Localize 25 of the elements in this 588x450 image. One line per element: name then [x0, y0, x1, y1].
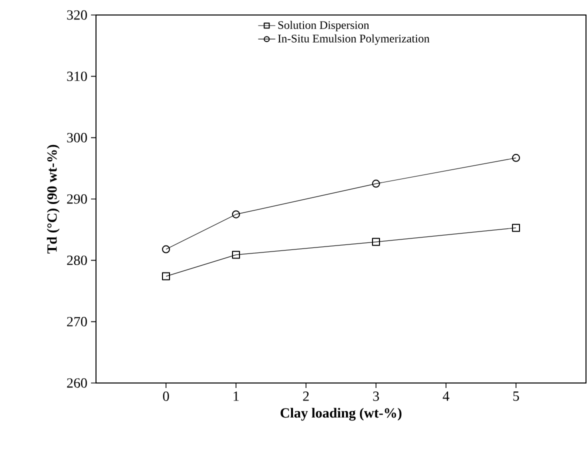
y-tick-label: 310: [67, 72, 87, 82]
x-tick-label: 4: [442, 392, 450, 401]
y-tick-label: 280: [67, 256, 87, 266]
y-axis-title: Td (°C) (90 wt-%): [46, 144, 60, 254]
x-tick-label: 0: [163, 392, 169, 401]
x-tick-label: 5: [513, 392, 519, 401]
point: [232, 250, 240, 259]
point: [162, 272, 170, 280]
point: [162, 245, 170, 254]
point: [372, 238, 380, 246]
x-tick-label: 2: [303, 392, 309, 401]
y-tick-label: 320: [67, 10, 87, 20]
legend-label: Solution Dispersion: [278, 20, 370, 32]
y-tick-label: 270: [67, 316, 87, 326]
point: [232, 210, 240, 218]
point: [372, 180, 380, 188]
x-tick-label: 1: [234, 392, 239, 401]
point: [512, 154, 520, 162]
x-tick-label: 3: [373, 392, 379, 401]
y-tick-label: 300: [67, 132, 87, 142]
y-tick-label: 260: [67, 378, 87, 388]
x-axis-title: Clay loading (wt-%): [280, 408, 402, 421]
point: [512, 224, 520, 232]
legend-label: In-Situ Emulsion Polymerization: [278, 34, 430, 45]
y-tick-label: 290: [67, 194, 87, 204]
